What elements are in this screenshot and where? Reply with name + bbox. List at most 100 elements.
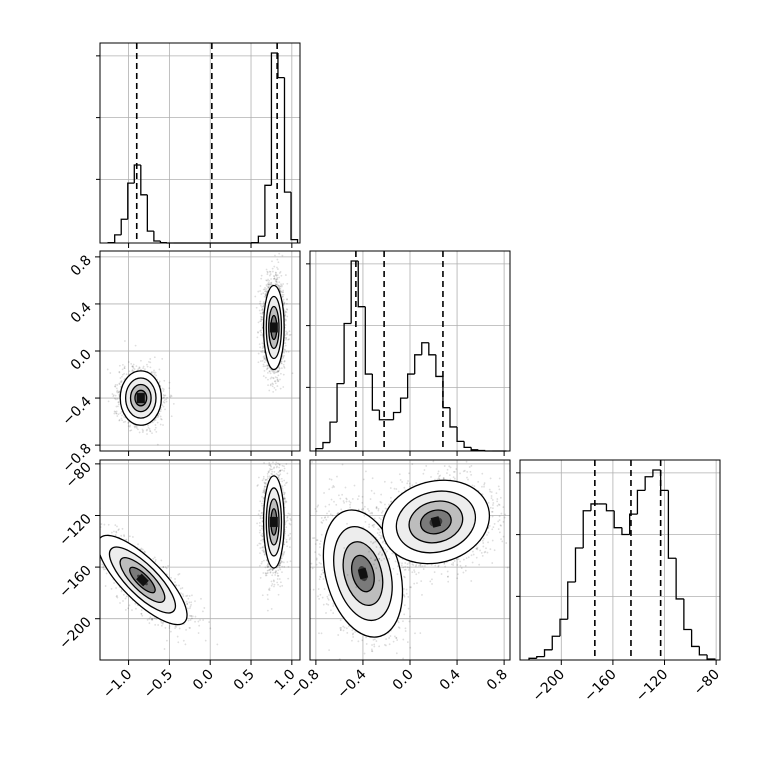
sample-point — [129, 424, 132, 427]
sample-point — [283, 302, 286, 305]
sample-point — [94, 534, 97, 537]
sample-point — [257, 352, 260, 355]
sample-point — [261, 312, 264, 314]
sample-point — [277, 370, 280, 373]
sample-point — [261, 324, 264, 327]
sample-point — [271, 260, 273, 263]
sample-point — [135, 425, 138, 428]
sample-point — [264, 295, 267, 297]
sample-point — [271, 270, 274, 273]
sample-point — [268, 286, 270, 288]
histogram-panel-p1 — [96, 42, 301, 244]
sample-point — [273, 380, 276, 383]
sample-point — [122, 421, 125, 424]
sample-point — [285, 302, 288, 305]
sample-point — [163, 401, 166, 404]
sample-point — [265, 284, 268, 286]
sample-point — [277, 370, 279, 373]
sample-point — [276, 379, 279, 381]
sample-point — [138, 431, 141, 434]
sample-point — [146, 365, 149, 368]
sample-point — [162, 401, 165, 403]
sample-point — [264, 286, 266, 289]
sample-point — [274, 279, 277, 281]
sample-point — [154, 426, 157, 429]
sample-point — [277, 261, 280, 264]
sample-point — [165, 398, 168, 401]
sample-point — [177, 641, 180, 644]
histogram-bin — [371, 374, 380, 411]
sample-point — [278, 276, 281, 279]
sample-point — [170, 415, 173, 418]
panel-frame — [519, 459, 721, 661]
sample-point — [285, 311, 288, 314]
sample-point — [118, 383, 121, 386]
density-content — [100, 252, 294, 446]
sample-point — [267, 384, 269, 387]
sample-point — [259, 290, 261, 292]
sample-point — [114, 524, 117, 527]
sample-point — [286, 315, 289, 318]
sample-point — [154, 424, 157, 426]
sample-point — [259, 346, 262, 349]
sample-point — [157, 415, 160, 417]
sample-point — [138, 367, 141, 369]
sample-point — [277, 285, 280, 287]
sample-point — [286, 298, 288, 301]
sample-point — [133, 368, 136, 370]
sample-point — [114, 385, 117, 388]
sample-point — [278, 366, 281, 369]
sample-point — [275, 274, 278, 277]
sample-point — [153, 356, 156, 359]
sample-point — [121, 414, 123, 417]
histogram-bin — [357, 261, 366, 308]
sample-point — [264, 293, 267, 296]
sample-point — [274, 254, 276, 257]
histogram-bin — [442, 376, 450, 409]
sample-point — [273, 275, 276, 278]
sample-point — [283, 360, 286, 362]
histogram-bin — [551, 635, 560, 650]
sample-point — [276, 266, 278, 269]
sample-point — [264, 376, 267, 379]
sample-point — [259, 320, 262, 323]
sample-point — [262, 346, 265, 349]
sample-point — [163, 396, 165, 399]
sample-point — [268, 370, 271, 372]
panel-frame — [99, 42, 301, 244]
sample-point — [163, 399, 166, 402]
sample-point — [123, 367, 126, 370]
sample-point — [115, 387, 118, 390]
sample-point — [274, 273, 277, 276]
sample-point — [270, 282, 273, 284]
sample-point — [278, 252, 281, 255]
sample-point — [114, 410, 117, 413]
sample-point — [116, 415, 119, 417]
density-panel-p1-p3 — [94, 459, 301, 661]
sample-point — [127, 361, 130, 363]
sample-point — [161, 404, 164, 407]
sample-point — [130, 362, 133, 365]
sample-point — [161, 387, 164, 390]
sample-point — [117, 413, 120, 416]
sample-point — [169, 630, 172, 633]
sample-point — [266, 279, 268, 282]
sample-point — [266, 273, 269, 276]
sample-point — [266, 270, 269, 273]
sample-point — [141, 431, 144, 434]
sample-point — [169, 394, 172, 397]
sample-point — [283, 354, 286, 357]
sample-point — [280, 362, 283, 365]
sample-point — [271, 385, 274, 388]
sample-point — [262, 309, 265, 312]
peak-bin — [269, 322, 278, 333]
sample-point — [269, 372, 272, 375]
sample-point — [283, 366, 286, 369]
histogram-bin — [644, 476, 653, 491]
sample-point — [148, 428, 151, 430]
sample-point — [279, 288, 282, 290]
sample-point — [264, 290, 266, 293]
histogram-panel-p3 — [516, 459, 721, 661]
sample-point — [280, 367, 283, 370]
sample-point — [263, 295, 266, 298]
